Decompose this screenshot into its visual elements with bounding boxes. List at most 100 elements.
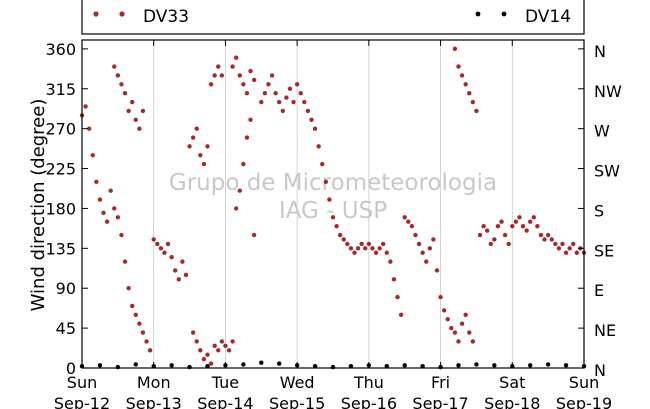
dv33-point: [251, 232, 257, 238]
dv33-point: [388, 259, 393, 264]
dv33-point: [241, 82, 246, 87]
series-dv33: [79, 46, 587, 366]
dv33-point: [108, 188, 113, 193]
x-axis-ticks: Sun Sep-12 Mon Sep-13 Tue Sep-14 Wed Sep-15 Thu S…: [54, 40, 612, 409]
plot-frame: [81, 39, 585, 369]
dv33-point: [384, 250, 389, 255]
dv33-point: [528, 219, 533, 224]
dv33-point: [567, 246, 572, 251]
dv14-point: [97, 363, 103, 368]
y2-tick-label: SE: [594, 241, 614, 260]
dv33-point: [83, 104, 88, 109]
dv33-point: [194, 126, 199, 131]
dv33-point: [194, 339, 199, 344]
dv33-point: [549, 237, 554, 242]
dv33-point: [126, 286, 131, 291]
dv14-point: [241, 362, 246, 367]
dv14-point: [330, 364, 336, 370]
dv33-point: [456, 339, 461, 344]
dv33-point: [445, 317, 450, 322]
dv33-point: [370, 246, 375, 251]
dv33-point: [312, 126, 318, 131]
dv33-point: [413, 232, 418, 238]
dv33-point: [284, 95, 289, 100]
y-tick-label: 315: [45, 80, 76, 99]
dv14-point: [277, 361, 282, 366]
dv14-point: [348, 364, 354, 369]
dv33-point: [459, 73, 465, 78]
dv33-point: [348, 246, 354, 251]
dv33-point: [216, 348, 221, 353]
dv33-point: [140, 108, 146, 114]
watermark-line: IAG - USP: [279, 198, 387, 224]
y-tick-label: 135: [45, 239, 76, 258]
dv33-point: [237, 188, 242, 193]
dv33-point: [495, 223, 501, 229]
dv33-point: [216, 64, 221, 69]
dv33-point: [481, 223, 486, 229]
dv14-point: [169, 363, 174, 368]
y2-tick-label: NW: [594, 82, 622, 101]
dv33-point: [190, 330, 196, 335]
dv33-point: [463, 82, 468, 87]
dv33-point: [467, 90, 472, 96]
x-tick-label-day: Wed: [280, 373, 315, 392]
dv33-point: [237, 73, 242, 78]
dv33-point: [506, 241, 511, 247]
dv33-point: [302, 99, 307, 105]
dv33-point: [244, 135, 250, 140]
dv33-point: [395, 294, 400, 300]
dv33-point: [104, 219, 110, 224]
dv33-point: [173, 268, 178, 273]
dv33-point: [112, 64, 117, 69]
dv33-point: [244, 90, 250, 96]
dv33-point: [130, 303, 135, 309]
y-tick-label: 360: [45, 40, 76, 59]
dv33-point: [538, 232, 544, 238]
x-tick-label-date: Sep-19: [556, 394, 612, 409]
dv33-point: [133, 117, 138, 122]
dv33-point: [352, 250, 357, 255]
dv33-point: [269, 73, 275, 78]
dv33-point: [359, 241, 364, 247]
dv14-point: [456, 363, 461, 368]
dv33-point: [320, 161, 325, 167]
dv33-point: [470, 339, 476, 344]
x-tick-label-date: Sep-17: [412, 394, 468, 409]
dv33-point: [97, 197, 103, 202]
dv14-point: [492, 363, 497, 368]
dv33-point: [391, 277, 397, 282]
dv14-point: [474, 362, 479, 367]
dv33-point: [180, 259, 185, 264]
y-tick-label: 225: [45, 160, 76, 179]
x-tick-label-date: Sep-13: [126, 394, 182, 409]
dv33-point: [205, 352, 210, 357]
dv33-point: [86, 126, 92, 131]
y2-tick-label: N: [594, 42, 606, 61]
dv33-point: [424, 259, 429, 264]
dv33-point: [477, 232, 483, 238]
dv33-point: [144, 339, 149, 344]
dv33-point: [291, 99, 296, 105]
x-tick-label-date: Sep-14: [197, 394, 253, 409]
dv33-point: [366, 241, 372, 247]
dv14-point: [528, 363, 533, 368]
dv33-point: [183, 272, 189, 278]
dv33-point: [130, 99, 135, 105]
dv33-point: [147, 348, 153, 353]
dv33-point: [241, 161, 246, 167]
grid-lines: [153, 40, 513, 368]
dv33-point: [266, 82, 271, 87]
dv33-point: [345, 241, 350, 247]
dv33-point: [420, 250, 425, 255]
y2-axis-ticks: N NE E SE S SW W NW N: [594, 42, 622, 380]
dv33-point: [545, 232, 551, 238]
dv33-point: [198, 348, 203, 353]
dv33-point: [305, 108, 311, 114]
dv33-point: [115, 73, 121, 78]
legend-marker-dv33-a: [93, 11, 99, 17]
dv33-point: [452, 330, 458, 335]
dv33-point: [427, 246, 433, 251]
dv14-point: [259, 360, 264, 365]
